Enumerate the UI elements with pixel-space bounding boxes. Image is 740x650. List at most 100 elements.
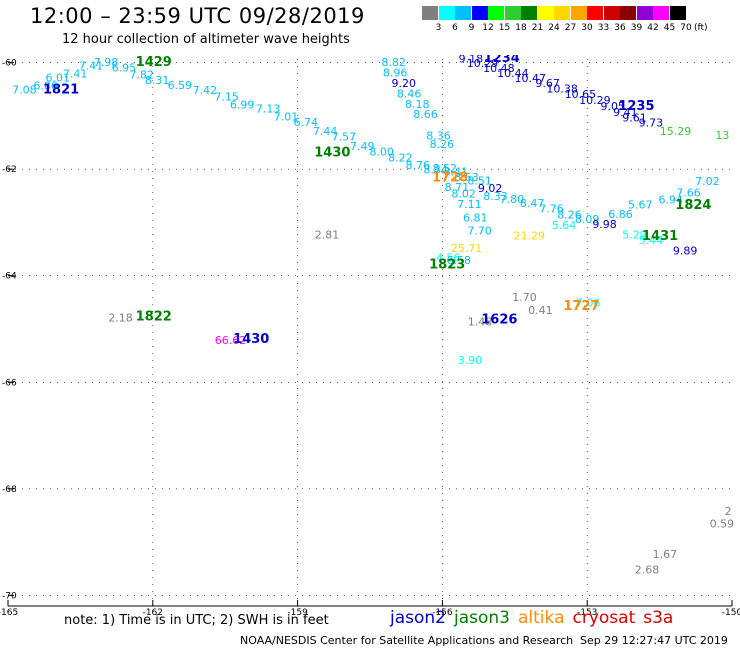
pass-time-label: 1234 bbox=[484, 55, 520, 66]
wave-height-value: 9.05 bbox=[601, 100, 626, 113]
wave-height-value: 7.76 bbox=[539, 202, 564, 215]
legend-s3a: s3a bbox=[643, 608, 674, 628]
color-swatch bbox=[438, 6, 455, 20]
wave-height-value: 25.71 bbox=[451, 242, 483, 255]
wave-height-value: 1.70 bbox=[512, 291, 537, 304]
color-swatch bbox=[554, 6, 570, 20]
wave-height-value: 8.46 bbox=[397, 87, 422, 100]
graticule bbox=[7, 55, 733, 607]
color-scale-label: 6 bbox=[452, 23, 458, 33]
wave-height-value: 6.94 bbox=[658, 193, 683, 206]
axis-labels: -165 -162 -159 -156 -153 -150 -60 -62 -64 -66 -68 -… bbox=[0, 59, 740, 615]
wave-height-value: 8.96 bbox=[383, 67, 408, 80]
wave-height-value: 8.18 bbox=[405, 98, 430, 111]
wave-height-value: 9.89 bbox=[673, 244, 698, 257]
color-scale-label: 70 bbox=[680, 23, 692, 33]
wave-height-value: 8.82 bbox=[381, 56, 406, 69]
wave-height-value: 8.76 bbox=[406, 159, 431, 172]
wave-height-value: 7.42 bbox=[193, 84, 218, 97]
wave-height-map: -165 -162 -159 -156 -153 -150 -60 -62 -64 -66 -68 -… bbox=[0, 55, 740, 615]
color-swatch bbox=[669, 6, 686, 20]
wave-height-value: 8.26 bbox=[430, 138, 455, 151]
color-scale-label: 30 bbox=[581, 23, 593, 33]
color-swatch bbox=[422, 6, 438, 20]
pass-time-labels: 1821 1429 1234 1235 1430 1728 1824 1431 1823 1822… bbox=[43, 55, 711, 347]
wave-height-value: 8.34 bbox=[423, 163, 448, 176]
wave-height-value: 8.09 bbox=[575, 213, 600, 226]
color-swatch bbox=[587, 6, 603, 20]
wave-height-value: 9.20 bbox=[392, 77, 417, 90]
wave-height-value: 8.51 bbox=[467, 175, 492, 188]
wave-height-value: 7.08 bbox=[12, 84, 37, 97]
note-text: note: 1) Time is in UTC; 2) SWH is in fe… bbox=[64, 613, 329, 628]
color-swatch bbox=[471, 6, 488, 20]
wave-height-value: 8.31 bbox=[145, 74, 170, 87]
wave-height-value: 0.59 bbox=[710, 518, 735, 531]
wave-height-value: 8.71 bbox=[445, 181, 470, 194]
wave-height-value: 21.29 bbox=[514, 230, 546, 243]
wave-height-value: 7.80 bbox=[500, 193, 525, 206]
pass-time-label: 1822 bbox=[136, 309, 172, 324]
wave-height-value: 2.81 bbox=[315, 228, 340, 241]
wave-height-value: 8.52 bbox=[433, 162, 458, 175]
legend-altika: altika bbox=[518, 608, 565, 628]
color-scale-label: 45 bbox=[663, 23, 676, 33]
color-scale-label: 39 bbox=[630, 23, 643, 33]
wave-height-value: 13 bbox=[715, 129, 729, 142]
color-scale-label: 21 bbox=[531, 23, 544, 33]
wave-height-value: 7.44 bbox=[313, 125, 338, 138]
x-tick-label: -156 bbox=[432, 608, 453, 615]
x-tick-label: -153 bbox=[577, 608, 597, 615]
x-tick-label: -159 bbox=[287, 608, 308, 615]
wave-height-value: 2 bbox=[725, 505, 732, 518]
color-swatch bbox=[488, 6, 504, 20]
wave-height-value: 7.06 bbox=[576, 297, 601, 310]
y-tick-label: -62 bbox=[2, 165, 17, 175]
wave-height-value: 8.33 bbox=[483, 190, 508, 203]
wave-height-value: 4.56 bbox=[436, 251, 461, 264]
pass-time-label: 1823 bbox=[429, 257, 465, 272]
color-scale-label: 42 bbox=[647, 23, 659, 33]
wave-height-value: 7.70 bbox=[467, 225, 492, 238]
map-subtitle: 12 hour collection of altimeter wave hei… bbox=[62, 32, 350, 47]
wave-height-value: 2.68 bbox=[635, 564, 660, 577]
wave-height-value: 8.47 bbox=[520, 197, 545, 210]
color-swatch bbox=[653, 6, 669, 20]
legend-cryosat: cryosat bbox=[572, 608, 636, 628]
wave-height-value: 5.64 bbox=[552, 219, 577, 232]
color-swatch bbox=[603, 6, 620, 20]
wave-height-value: 7.15 bbox=[214, 90, 239, 103]
wave-height-value: 0.41 bbox=[528, 304, 553, 317]
y-tick-label: -68 bbox=[2, 485, 17, 495]
wave-height-value: 2.18 bbox=[108, 312, 133, 325]
wave-height-value: 8.22 bbox=[388, 152, 413, 165]
wave-height-value: 7.82 bbox=[129, 69, 154, 82]
wave-height-value: 9.41 bbox=[613, 106, 638, 119]
color-scale-label: 15 bbox=[498, 23, 511, 33]
y-tick-label: -66 bbox=[2, 378, 17, 388]
wave-height-value: 3.90 bbox=[458, 354, 483, 367]
pass-time-label: 1235 bbox=[618, 99, 654, 114]
wave-height-value: 7.41 bbox=[79, 60, 104, 73]
wave-height-value: 7.13 bbox=[256, 103, 281, 116]
color-swatch bbox=[537, 6, 554, 20]
wave-height-value: 7.66 bbox=[676, 186, 701, 199]
y-tick-label: -60 bbox=[2, 59, 17, 69]
wave-height-value: 10.48 bbox=[483, 62, 515, 75]
wave-height-value: 6.99 bbox=[230, 98, 255, 111]
wave-height-value: 1.67 bbox=[653, 548, 678, 561]
wave-height-value: 8.02 bbox=[451, 187, 476, 200]
wave-height-value: 9.98 bbox=[592, 218, 617, 231]
wave-height-value: 10.65 bbox=[565, 88, 597, 101]
wave-height-value: 7.49 bbox=[350, 140, 375, 153]
y-tick-label: -70 bbox=[2, 591, 17, 601]
y-tick-label: -64 bbox=[2, 272, 17, 282]
wave-height-value: 10.47 bbox=[514, 72, 546, 85]
color-scale-unit: (ft) bbox=[694, 23, 708, 33]
wave-height-value: 9.73 bbox=[639, 117, 664, 130]
wave-height-value: 15.29 bbox=[660, 125, 692, 138]
pass-time-label: 1430 bbox=[233, 332, 269, 347]
x-tick-label: -150 bbox=[722, 608, 740, 615]
wave-height-value: 6.59 bbox=[168, 79, 193, 92]
color-scale-label: 9 bbox=[468, 23, 475, 33]
